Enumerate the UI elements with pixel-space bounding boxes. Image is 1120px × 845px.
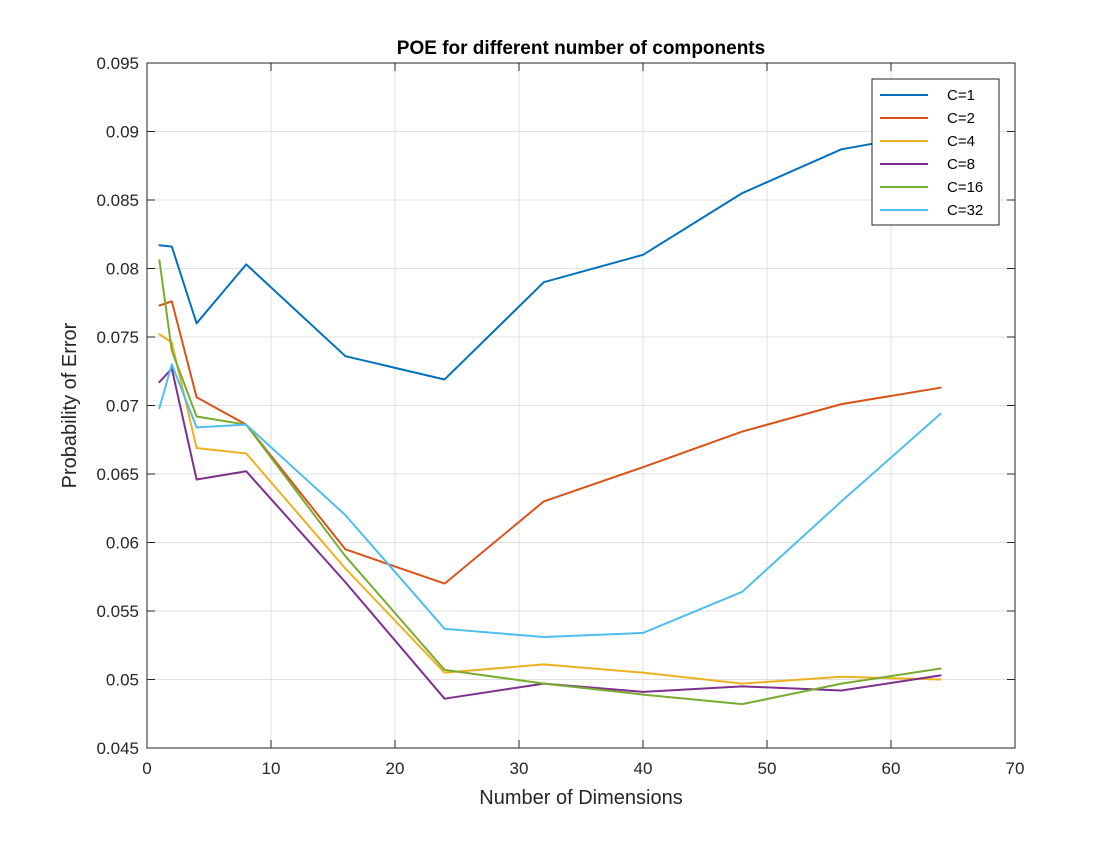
y-axis-ticks: 0.045 0.05 0.055 0.06 0.065 0.07 0.075 0.08 0.08… xyxy=(96,54,1015,758)
legend-label-c-32: C=32 xyxy=(947,202,983,219)
series-line-c-8 xyxy=(158,367,942,700)
x-tick-label: 60 xyxy=(882,759,901,778)
series-line-c-2 xyxy=(158,300,942,585)
series-line-c-16 xyxy=(158,259,942,706)
y-tick-label: 0.09 xyxy=(106,123,139,142)
y-tick-label: 0.07 xyxy=(106,397,139,416)
y-tick-label: 0.08 xyxy=(106,260,139,279)
y-tick-label: 0.045 xyxy=(96,739,139,758)
x-tick-label: 50 xyxy=(758,759,777,778)
x-axis-label: Number of Dimensions xyxy=(479,787,682,809)
x-axis-ticks: 0 10 20 30 40 50 60 70 xyxy=(142,63,1024,778)
x-tick-label: 0 xyxy=(142,759,151,778)
series-line-c-1 xyxy=(158,130,942,381)
legend-label-c-2: C=2 xyxy=(947,110,975,127)
grid xyxy=(146,62,1016,749)
legend-label-c-8: C=8 xyxy=(947,156,975,173)
legend-label-c-16: C=16 xyxy=(947,179,983,196)
y-tick-label: 0.06 xyxy=(106,534,139,553)
chart-title: POE for different number of components xyxy=(397,38,765,59)
series-line-c-4 xyxy=(158,333,942,685)
y-tick-label: 0.05 xyxy=(106,671,139,690)
legend-label-c-1: C=1 xyxy=(947,87,975,104)
x-tick-label: 40 xyxy=(634,759,653,778)
x-tick-label: 70 xyxy=(1006,759,1025,778)
legend-label-c-4: C=4 xyxy=(947,133,975,150)
x-tick-label: 30 xyxy=(510,759,529,778)
y-tick-label: 0.065 xyxy=(96,465,139,484)
series-lines xyxy=(158,130,942,706)
y-tick-label: 0.095 xyxy=(96,54,139,73)
x-tick-label: 10 xyxy=(262,759,281,778)
y-tick-label: 0.055 xyxy=(96,602,139,621)
y-axis-label: Probability of Error xyxy=(59,322,81,488)
legend: C=1 C=2 C=4 C=8 C=16 C=32 xyxy=(871,78,1000,226)
y-tick-label: 0.075 xyxy=(96,328,139,347)
y-tick-label: 0.085 xyxy=(96,191,139,210)
series-line-c-32 xyxy=(158,363,942,639)
x-tick-label: 20 xyxy=(386,759,405,778)
legend-box xyxy=(871,78,1000,226)
